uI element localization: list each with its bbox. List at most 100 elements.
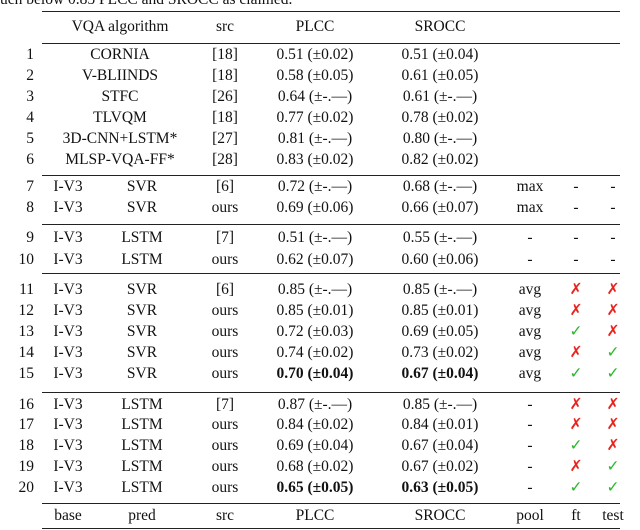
cell-base: I-V3 [53, 178, 83, 195]
cell-srocc: 0.66 (±0.07) [401, 199, 479, 216]
cell-algorithm: VQA algorithm [71, 18, 169, 35]
cell-srocc: 0.85 (±-.—) [402, 396, 478, 413]
cell-pool: pool [516, 507, 544, 524]
cell-test: - [610, 199, 616, 216]
cell-no: 3 [26, 88, 34, 105]
cell-pool: avg [518, 281, 542, 298]
cell-pool: avg [518, 323, 542, 340]
cell-no: 14 [18, 344, 35, 361]
cell-pool: - [527, 229, 533, 246]
cell-src: [18] [212, 46, 238, 63]
cell-algorithm: TLVQM [93, 109, 147, 126]
cell-src: src [215, 18, 235, 35]
cell-pool: avg [518, 302, 542, 319]
cell-ft: ✓ [569, 437, 583, 454]
cell-pred: SVR [126, 281, 158, 298]
cell-no: 7 [26, 178, 34, 195]
cell-no: 16 [18, 396, 35, 413]
cell-src: ours [211, 344, 239, 361]
cell-srocc: 0.73 (±0.02) [401, 344, 479, 361]
cell-ft: ✓ [569, 365, 583, 382]
cell-plcc: 0.65 (±0.05) [276, 479, 354, 496]
cell-src: ours [211, 302, 239, 319]
cell-plcc: PLCC [295, 18, 335, 35]
cell-srocc: 0.61 (±0.05) [401, 67, 479, 84]
cell-test: ✗ [606, 281, 620, 298]
cell-test: ✗ [606, 437, 620, 454]
cell-src: ours [211, 437, 239, 454]
cell-src: [18] [212, 67, 238, 84]
cell-srocc: 0.60 (±0.06) [401, 251, 479, 268]
table-rule [42, 175, 620, 176]
cell-srocc: 0.82 (±0.02) [401, 151, 479, 168]
cell-ft: ft [571, 507, 581, 524]
cell-no: 2 [26, 67, 34, 84]
cell-pred: LSTM [121, 479, 163, 496]
cell-pred: LSTM [121, 229, 163, 246]
cell-test: ✗ [606, 416, 620, 433]
cell-algorithm: V-BLIINDS [81, 67, 159, 84]
cell-no: 4 [26, 109, 34, 126]
cell-plcc: 0.81 (±-.—) [277, 130, 353, 147]
table-rule [42, 43, 620, 44]
cell-src: [7] [215, 229, 235, 246]
cell-no: 11 [19, 281, 34, 298]
cell-no: 1 [26, 46, 34, 63]
cell-ft: - [573, 229, 579, 246]
cell-pred: LSTM [121, 458, 163, 475]
cell-src: [26] [212, 88, 238, 105]
cell-src: [7] [215, 396, 235, 413]
table-rule [42, 11, 620, 12]
cell-ft: ✗ [569, 302, 583, 319]
cell-src: ours [211, 479, 239, 496]
cell-plcc: 0.77 (±0.02) [276, 109, 354, 126]
cell-ft: ✗ [569, 458, 583, 475]
cell-plcc: 0.69 (±0.06) [276, 199, 354, 216]
cell-pred: LSTM [121, 437, 163, 454]
cell-algorithm: STFC [101, 88, 139, 105]
cell-base: I-V3 [53, 344, 83, 361]
cell-srocc: 0.55 (±-.—) [402, 229, 478, 246]
cell-no: 10 [18, 251, 35, 268]
cell-pred: SVR [126, 199, 158, 216]
table-rule [42, 224, 620, 225]
cell-plcc: 0.58 (±0.05) [276, 67, 354, 84]
cell-ft: ✗ [569, 416, 583, 433]
cell-plcc: 0.70 (±0.04) [276, 365, 354, 382]
cell-test: ✗ [606, 302, 620, 319]
cell-plcc: 0.85 (±-.—) [277, 281, 353, 298]
cell-src: ours [211, 416, 239, 433]
cell-src: [6] [215, 178, 235, 195]
cell-plcc: 0.74 (±0.02) [276, 344, 354, 361]
cell-srocc: 0.67 (±0.04) [401, 437, 479, 454]
cell-src: ours [211, 199, 239, 216]
cell-src: [18] [212, 109, 238, 126]
cell-base: I-V3 [53, 302, 83, 319]
cell-test: ✓ [606, 479, 620, 496]
cell-base: I-V3 [53, 251, 83, 268]
cell-srocc: 0.80 (±-.—) [402, 130, 478, 147]
cell-pool: - [527, 416, 533, 433]
cell-srocc: 0.61 (±-.—) [402, 88, 478, 105]
table-rule [42, 503, 620, 504]
cell-pool: max [516, 178, 544, 195]
cell-test: ✓ [606, 344, 620, 361]
cell-src: ours [211, 458, 239, 475]
cell-ft: ✗ [569, 396, 583, 413]
cell-base: I-V3 [53, 396, 83, 413]
cell-base: I-V3 [53, 365, 83, 382]
cell-plcc: 0.83 (±0.02) [276, 151, 354, 168]
cell-ft: ✓ [569, 479, 583, 496]
cell-base: I-V3 [53, 199, 83, 216]
cell-test: ✗ [606, 323, 620, 340]
cell-base: I-V3 [53, 323, 83, 340]
cell-algorithm: MLSP-VQA-FF* [65, 151, 175, 168]
cell-plcc: 0.69 (±0.04) [276, 437, 354, 454]
cell-no: 13 [18, 323, 35, 340]
cell-pred: SVR [126, 323, 158, 340]
cell-plcc: 0.51 (±-.—) [277, 229, 353, 246]
cell-plcc: 0.72 (±-.—) [277, 178, 353, 195]
cell-test: ✓ [606, 365, 620, 382]
cell-plcc: 0.87 (±-.—) [277, 396, 353, 413]
cell-pred: SVR [126, 344, 158, 361]
